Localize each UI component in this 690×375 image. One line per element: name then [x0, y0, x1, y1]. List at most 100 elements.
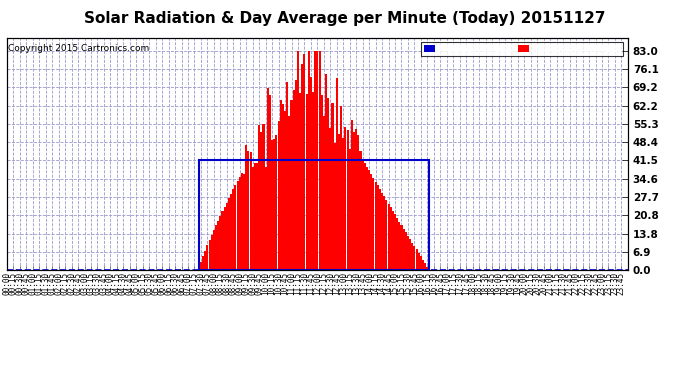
Bar [413, 246, 415, 270]
Legend: Median (W/m2), Radiation (W/m2): Median (W/m2), Radiation (W/m2) [421, 42, 623, 56]
Bar [329, 128, 331, 270]
Bar [422, 260, 424, 270]
Bar [230, 194, 232, 270]
Bar [400, 225, 402, 270]
Bar [403, 229, 404, 270]
Bar [405, 232, 407, 270]
Bar [362, 159, 364, 270]
Bar [424, 263, 426, 270]
Bar [248, 151, 250, 270]
Bar [417, 253, 420, 270]
Bar [267, 88, 269, 270]
Bar [394, 214, 396, 270]
Bar [415, 249, 417, 270]
Bar [342, 138, 344, 270]
Bar [279, 100, 282, 270]
Bar [219, 216, 221, 270]
Bar [348, 149, 351, 270]
Bar [381, 193, 383, 270]
Bar [286, 82, 288, 270]
Bar [383, 196, 385, 270]
Bar [252, 167, 254, 270]
Bar [308, 51, 310, 270]
Bar [297, 51, 299, 270]
Bar [241, 172, 243, 270]
Bar [288, 116, 290, 270]
Bar [364, 163, 366, 270]
Bar [237, 181, 239, 270]
Bar [371, 174, 373, 270]
Bar [409, 239, 411, 270]
Bar [208, 240, 210, 270]
Bar [243, 174, 245, 270]
Bar [373, 178, 375, 270]
Bar [346, 130, 348, 270]
Bar [338, 134, 340, 270]
Bar [204, 251, 206, 270]
Bar [388, 204, 390, 270]
Bar [260, 132, 262, 270]
Bar [277, 121, 279, 270]
Bar [411, 243, 413, 270]
Bar [275, 135, 277, 270]
Bar [217, 220, 219, 270]
Bar [355, 129, 357, 270]
Bar [202, 256, 204, 270]
Bar [398, 222, 400, 270]
Bar [379, 189, 381, 270]
Bar [357, 135, 359, 270]
Bar [314, 51, 316, 270]
Bar [340, 106, 342, 270]
Text: Solar Radiation & Day Average per Minute (Today) 20151127: Solar Radiation & Day Average per Minute… [84, 11, 606, 26]
Bar [390, 207, 392, 270]
Bar [344, 127, 346, 270]
Bar [312, 93, 314, 270]
Bar [265, 167, 266, 270]
Text: Copyright 2015 Cartronics.com: Copyright 2015 Cartronics.com [8, 45, 150, 54]
Bar [290, 100, 293, 270]
Bar [299, 93, 301, 270]
Bar [245, 146, 247, 270]
Bar [282, 104, 284, 270]
Bar [239, 177, 241, 270]
Bar [273, 139, 275, 270]
Bar [331, 103, 333, 270]
Bar [321, 95, 323, 270]
Bar [271, 140, 273, 270]
Bar [396, 218, 398, 270]
Bar [284, 111, 286, 270]
Bar [323, 116, 325, 270]
Bar [221, 211, 224, 270]
Bar [213, 230, 215, 270]
Bar [325, 74, 327, 270]
Bar [235, 185, 237, 270]
Bar [199, 160, 428, 270]
Bar [420, 256, 422, 270]
Bar [336, 78, 338, 270]
Bar [353, 132, 355, 270]
Bar [215, 225, 217, 270]
Bar [304, 54, 306, 270]
Bar [310, 77, 312, 270]
Bar [316, 51, 319, 270]
Bar [226, 202, 228, 270]
Bar [359, 151, 362, 270]
Bar [233, 189, 235, 270]
Bar [377, 185, 379, 270]
Bar [293, 90, 295, 270]
Bar [351, 120, 353, 270]
Bar [375, 182, 377, 270]
Bar [327, 98, 329, 270]
Bar [256, 163, 258, 270]
Bar [385, 200, 388, 270]
Bar [302, 64, 304, 270]
Bar [295, 80, 297, 270]
Bar [368, 171, 370, 270]
Bar [366, 167, 368, 270]
Bar [254, 163, 256, 270]
Bar [250, 152, 252, 270]
Bar [210, 235, 213, 270]
Bar [258, 125, 260, 270]
Bar [319, 51, 321, 270]
Bar [334, 144, 335, 270]
